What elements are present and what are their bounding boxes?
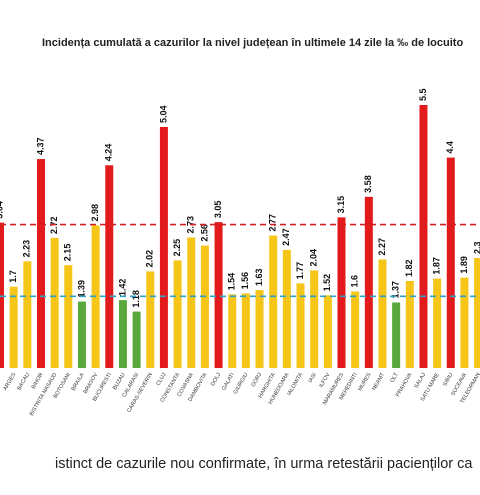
value-label: 2.27 [377,238,387,256]
bar [36,159,45,368]
x-tick-label: DOLJ [210,372,222,387]
x-tick-label: CLUJ [156,372,168,387]
bar [282,249,291,368]
x-tick-label: NEAMT [371,371,386,391]
chart-title: Incidența cumulată a cazurilor la nivel … [42,37,463,49]
value-label: 2.47 [281,228,291,246]
x-tick-label: ILFOV [318,372,331,389]
bar [241,293,250,368]
x-tick-label: SIBIU [442,372,454,387]
bar [214,222,223,368]
bar [433,278,442,368]
x-tick-label: SALAJ [414,372,428,390]
value-label: 2.25 [172,239,182,257]
bar [105,165,114,368]
value-label: 1.52 [322,274,332,292]
bar [187,237,196,368]
value-label: 1.39 [76,280,86,298]
x-tick-label: IASI [308,372,319,384]
bar [378,259,387,368]
value-label: 4.24 [104,144,114,162]
value-label: 4.4 [445,141,455,154]
x-tick-label: BACAU [16,372,31,391]
value-label: 3.15 [336,196,346,214]
bar [419,105,428,368]
bar [118,300,127,368]
value-label: 1.37 [391,281,401,299]
value-label: 3.05 [213,201,223,219]
bar [77,301,86,368]
bar [200,245,209,368]
x-tick-label: BUZAU [112,372,127,391]
bar [364,196,373,368]
value-label: 1.18 [131,290,141,308]
body-text: istinct de cazurile nou confirmate, în u… [55,456,473,472]
value-label: 1.89 [459,256,469,274]
value-label: 2.15 [63,244,73,262]
bar [159,126,168,368]
value-label: 2.98 [90,204,100,222]
value-label: 1.54 [227,273,237,291]
bar [50,237,59,368]
value-label: 3.58 [363,175,373,193]
bar [173,260,182,368]
bar [255,290,264,368]
bar [446,157,455,368]
bar [228,294,237,368]
value-label: 1.56 [240,272,250,290]
value-label: 1.77 [295,262,305,280]
value-label: 4.37 [35,138,45,156]
bar [64,265,73,368]
bar [474,258,480,368]
value-label: 2.04 [309,249,319,267]
value-label: 1.7 [8,270,18,283]
bar [296,283,305,368]
value-label: 1.63 [254,269,264,287]
x-tick-label: BIHOR [31,372,45,390]
value-label: 5.5 [418,88,428,101]
value-label: 1.6 [350,275,360,288]
value-label: 2.77 [268,214,278,232]
x-tick-label: OLT [390,371,401,383]
bar [23,261,32,368]
bar [351,291,360,368]
bar [0,222,4,368]
bar [146,271,155,368]
chart: Incidența cumulată a cazurilor la nivel … [0,37,480,417]
value-label: 2.56 [199,224,209,242]
value-label: 5.04 [158,105,168,123]
value-label: 1.42 [117,279,127,297]
bar [392,302,401,368]
value-label: 1.82 [404,259,414,277]
value-label: 2.3 [472,242,480,255]
bar [323,295,332,368]
bar [269,235,278,368]
bar [310,270,319,368]
bar [9,286,18,368]
bar [405,280,414,368]
value-label: 3.04 [0,201,4,219]
x-tick-label: GORJ [250,372,263,388]
value-label: 2.23 [22,240,32,258]
value-label: 2.02 [145,250,155,268]
bar [460,277,469,368]
value-label: 1.87 [431,257,441,275]
bar [337,217,346,368]
bar [132,311,141,368]
